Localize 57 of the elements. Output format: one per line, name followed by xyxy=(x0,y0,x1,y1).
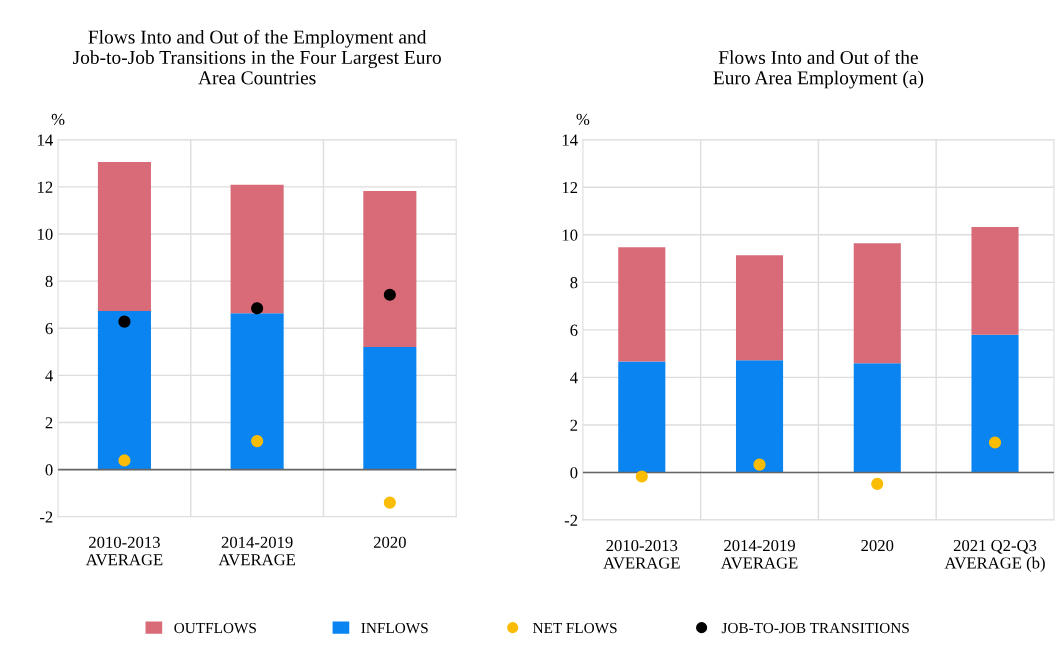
bar xyxy=(971,334,1019,473)
x-tick-label: 2021 Q2-Q3 AVERAGE (b) xyxy=(944,539,1045,572)
y-tick-label: 14 xyxy=(38,134,53,146)
y-tick-label: 12 xyxy=(38,181,53,193)
y-tick-label: 2 xyxy=(570,419,578,431)
point xyxy=(753,458,766,471)
y-tick-label: 6 xyxy=(570,324,578,336)
y-axis-title: % xyxy=(576,113,590,126)
point xyxy=(251,435,264,448)
y-tick-label: 8 xyxy=(570,277,578,289)
point xyxy=(871,477,884,490)
bar xyxy=(971,226,1019,335)
y-tick-label: 4 xyxy=(570,372,578,384)
bar xyxy=(853,363,901,473)
chart-title: Flows Into and Out of the Euro Area Employment (a) xyxy=(713,50,924,89)
y-tick-label: 10 xyxy=(562,229,578,241)
x-tick-label: 2014-2019 AVERAGE xyxy=(720,539,798,569)
bar xyxy=(735,255,784,361)
point xyxy=(635,470,648,483)
bar xyxy=(97,161,151,312)
bar xyxy=(230,184,284,314)
bar xyxy=(618,361,666,473)
y-tick-label: 2 xyxy=(45,417,53,429)
bar xyxy=(230,313,284,470)
y-tick-label: 0 xyxy=(570,467,578,479)
y-tick-label: 8 xyxy=(45,275,53,288)
legend-label: INFLOWS xyxy=(361,622,428,634)
point xyxy=(118,315,131,328)
legend-label: OUTFLOWS xyxy=(174,622,256,634)
x-tick-label: 2014-2019 AVERAGE xyxy=(218,536,296,566)
bar xyxy=(618,247,666,362)
bar xyxy=(735,360,784,473)
y-tick-label: 10 xyxy=(38,228,53,240)
bar xyxy=(363,190,417,348)
y-tick-label: 6 xyxy=(45,323,53,335)
y-tick-label: -2 xyxy=(39,511,53,523)
y-tick-label: 14 xyxy=(562,134,578,146)
point xyxy=(251,302,264,315)
chart-title: Flows Into and Out of the Employment and Job-to-Job Transitions in the Four Largest Euro Area Countries xyxy=(72,29,441,85)
x-tick-label: 2010-2013 AVERAGE xyxy=(603,539,680,569)
x-tick-label: 2010-2013 AVERAGE xyxy=(85,536,163,566)
y-tick-label: -2 xyxy=(564,514,578,526)
bar xyxy=(363,347,417,470)
legend-label: JOB-TO-JOB TRANSITIONS xyxy=(721,622,909,634)
y-tick-label: 0 xyxy=(45,464,53,476)
y-tick-label: 4 xyxy=(45,370,53,382)
bar xyxy=(853,243,901,364)
x-tick-label: 2020 xyxy=(373,536,406,548)
y-axis-title: % xyxy=(51,113,65,126)
y-tick-label: 12 xyxy=(562,182,578,194)
point xyxy=(988,436,1002,449)
point xyxy=(383,496,396,509)
bar xyxy=(97,311,151,470)
point xyxy=(118,454,131,467)
x-tick-label: 2020 xyxy=(861,539,894,552)
point xyxy=(383,288,396,301)
legend-label: NET FLOWS xyxy=(533,622,617,634)
